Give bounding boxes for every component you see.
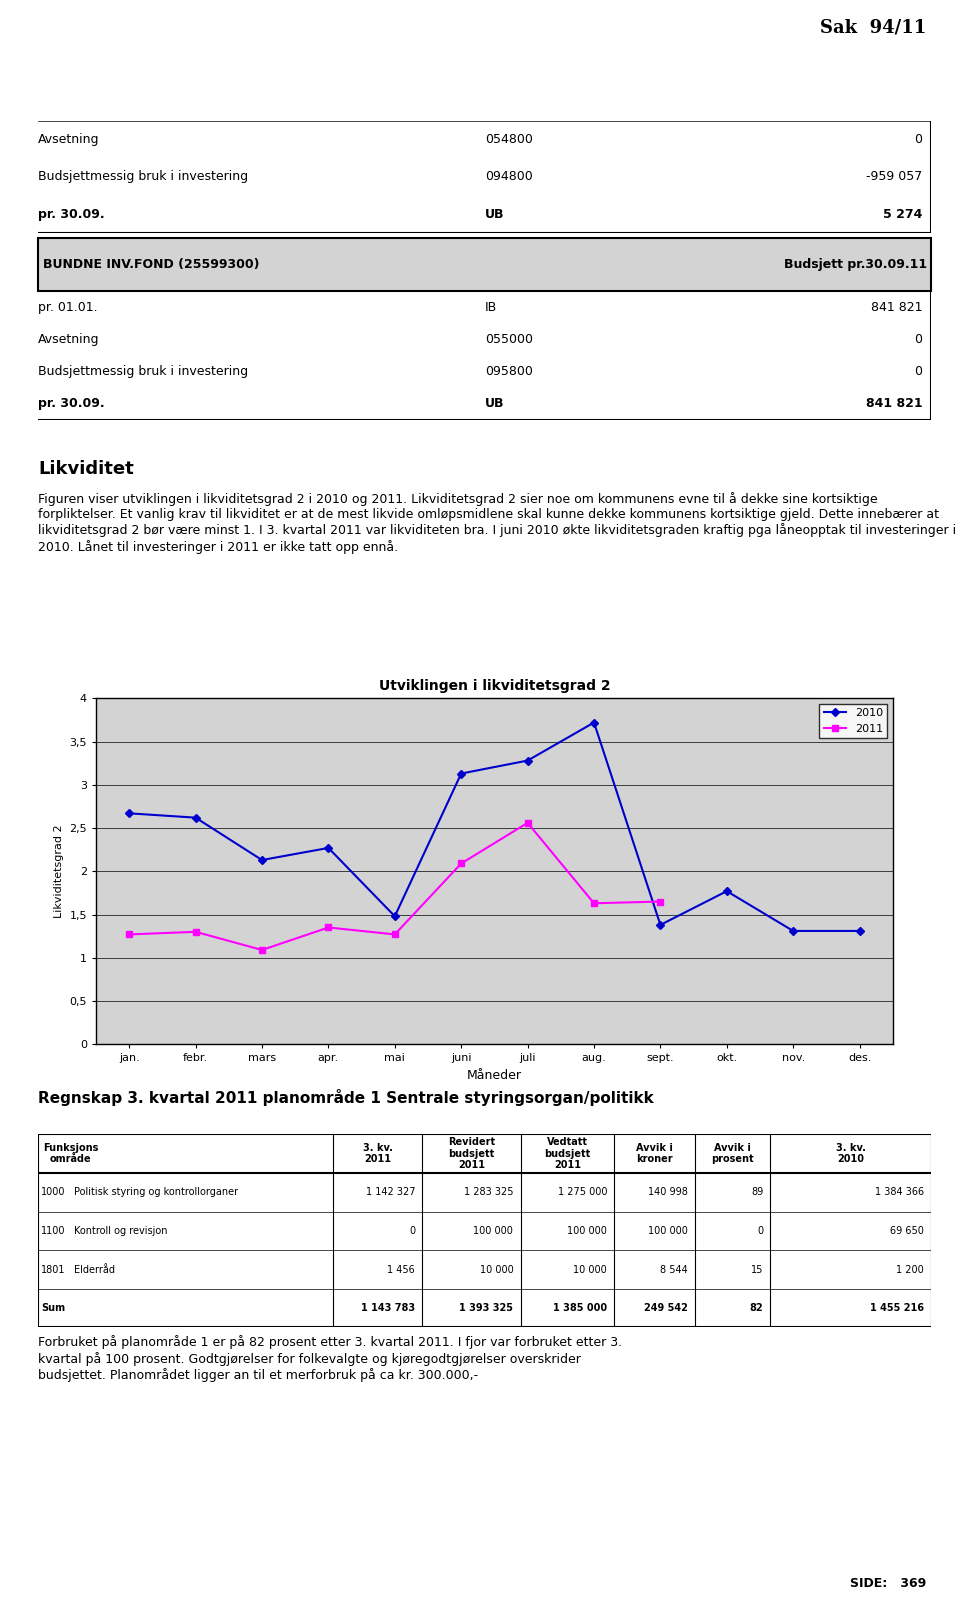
Text: UB: UB: [485, 397, 504, 410]
Text: 3. kv.
2011: 3. kv. 2011: [363, 1142, 393, 1165]
Text: 15: 15: [751, 1265, 763, 1274]
Text: Likviditet: Likviditet: [38, 460, 134, 478]
Text: SIDE:   369: SIDE: 369: [851, 1577, 926, 1590]
Text: 3. kv.
2010: 3. kv. 2010: [836, 1142, 866, 1165]
Text: Sum: Sum: [41, 1303, 65, 1313]
Text: Revidert
budsjett
2011: Revidert budsjett 2011: [448, 1138, 495, 1170]
2010: [389, 906, 400, 925]
Title: Utviklingen i likviditetsgrad 2: Utviklingen i likviditetsgrad 2: [378, 679, 611, 693]
Text: 1000: 1000: [41, 1187, 65, 1197]
2010: [190, 808, 202, 827]
Legend: 2010, 2011: 2010, 2011: [819, 703, 887, 739]
Text: Politisk styring og kontrollorganer: Politisk styring og kontrollorganer: [74, 1187, 238, 1197]
2010: [588, 713, 600, 732]
Text: 0: 0: [914, 365, 923, 378]
Text: Avsetning: Avsetning: [38, 134, 100, 146]
Text: 0: 0: [914, 333, 923, 346]
Text: 055000: 055000: [485, 333, 533, 346]
Text: 100 000: 100 000: [473, 1226, 514, 1236]
Text: 094800: 094800: [485, 171, 533, 183]
Line: 2010: 2010: [127, 719, 862, 933]
Text: 054800: 054800: [485, 134, 533, 146]
2011: [655, 891, 666, 911]
Text: Regnskap 3. kvartal 2011 planområde 1 Sentrale styringsorgan/politikk: Regnskap 3. kvartal 2011 planområde 1 Se…: [38, 1089, 654, 1105]
Text: BUNDNE INV.FOND (25599300): BUNDNE INV.FOND (25599300): [43, 257, 259, 272]
Text: 1 456: 1 456: [388, 1265, 415, 1274]
2011: [190, 922, 202, 941]
Text: 1 384 366: 1 384 366: [875, 1187, 924, 1197]
2011: [389, 925, 400, 944]
Text: 1 275 000: 1 275 000: [558, 1187, 607, 1197]
Y-axis label: Likviditetsgrad 2: Likviditetsgrad 2: [54, 824, 63, 919]
2010: [655, 916, 666, 935]
Text: 69 650: 69 650: [890, 1226, 924, 1236]
Text: Avsetning: Avsetning: [38, 333, 100, 346]
2010: [323, 838, 334, 858]
Text: Figuren viser utviklingen i likviditetsgrad 2 i 2010 og 2011. Likviditetsgrad 2 : Figuren viser utviklingen i likviditetsg…: [38, 492, 956, 553]
Text: 1 455 216: 1 455 216: [870, 1303, 924, 1313]
2010: [853, 922, 865, 941]
Text: 1 283 325: 1 283 325: [464, 1187, 514, 1197]
FancyBboxPatch shape: [38, 238, 931, 291]
Text: 1 143 783: 1 143 783: [361, 1303, 415, 1313]
Text: pr. 30.09.: pr. 30.09.: [38, 208, 105, 220]
2010: [787, 922, 799, 941]
2011: [588, 893, 600, 912]
Text: 140 998: 140 998: [648, 1187, 687, 1197]
Text: 100 000: 100 000: [648, 1226, 687, 1236]
Text: Funksjons
område: Funksjons område: [43, 1142, 98, 1165]
Text: 1801: 1801: [41, 1265, 65, 1274]
Text: 1 393 325: 1 393 325: [460, 1303, 514, 1313]
Text: Vedtatt
budsjett
2011: Vedtatt budsjett 2011: [544, 1138, 590, 1170]
2010: [721, 882, 732, 901]
2011: [522, 813, 534, 832]
Text: Budsjettmessig bruk i investering: Budsjettmessig bruk i investering: [38, 365, 249, 378]
Text: IB: IB: [485, 301, 497, 314]
2010: [124, 803, 135, 822]
Text: pr. 30.09.: pr. 30.09.: [38, 397, 105, 410]
Text: 0: 0: [914, 134, 923, 146]
Text: 0: 0: [757, 1226, 763, 1236]
Text: Sak  94/11: Sak 94/11: [820, 18, 926, 37]
Text: Budsjett pr.30.09.11: Budsjett pr.30.09.11: [783, 257, 926, 272]
Text: 82: 82: [750, 1303, 763, 1313]
2011: [256, 940, 268, 959]
2011: [124, 925, 135, 944]
Text: Forbruket på planområde 1 er på 82 prosent etter 3. kvartal 2011. I fjor var for: Forbruket på planområde 1 er på 82 prose…: [38, 1335, 622, 1382]
Text: 1100: 1100: [41, 1226, 65, 1236]
2011: [323, 917, 334, 936]
Text: 249 542: 249 542: [643, 1303, 687, 1313]
Text: 1 142 327: 1 142 327: [366, 1187, 415, 1197]
Line: 2011: 2011: [127, 821, 663, 953]
Text: 100 000: 100 000: [567, 1226, 607, 1236]
Text: 1 200: 1 200: [897, 1265, 924, 1274]
Text: 8 544: 8 544: [660, 1265, 687, 1274]
Text: Budsjettmessig bruk i investering: Budsjettmessig bruk i investering: [38, 171, 249, 183]
2011: [455, 854, 467, 874]
Text: 841 821: 841 821: [866, 397, 923, 410]
Text: 10 000: 10 000: [573, 1265, 607, 1274]
2010: [522, 751, 534, 771]
Text: 0: 0: [409, 1226, 415, 1236]
Text: 841 821: 841 821: [871, 301, 923, 314]
Text: 5 274: 5 274: [883, 208, 923, 220]
Text: Avvik i
kroner: Avvik i kroner: [636, 1142, 673, 1165]
Text: -959 057: -959 057: [866, 171, 923, 183]
Text: Elderråd: Elderråd: [74, 1265, 115, 1274]
2010: [455, 764, 467, 784]
2010: [256, 851, 268, 870]
X-axis label: Måneder: Måneder: [467, 1068, 522, 1081]
Text: 89: 89: [751, 1187, 763, 1197]
Text: 1 385 000: 1 385 000: [553, 1303, 607, 1313]
Text: 095800: 095800: [485, 365, 533, 378]
Text: Avvik i
prosent: Avvik i prosent: [711, 1142, 754, 1165]
Text: pr. 01.01.: pr. 01.01.: [38, 301, 98, 314]
Text: 10 000: 10 000: [480, 1265, 514, 1274]
Text: Kontroll og revisjon: Kontroll og revisjon: [74, 1226, 168, 1236]
Text: UB: UB: [485, 208, 504, 220]
